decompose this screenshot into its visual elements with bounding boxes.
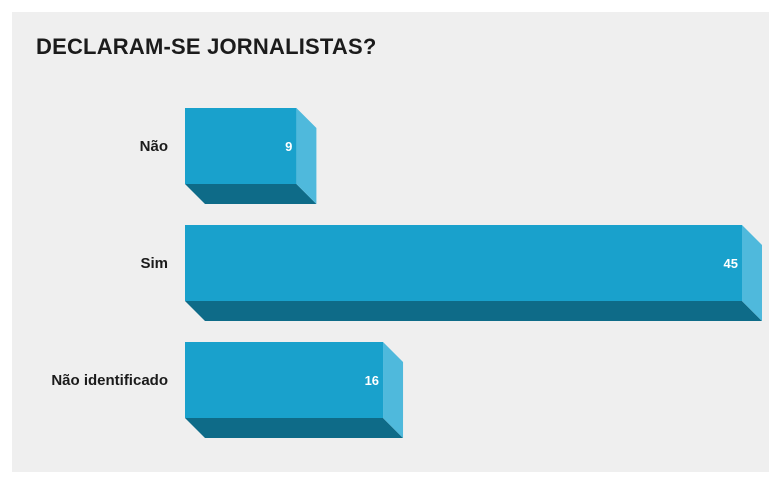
bar-side-face	[742, 225, 762, 321]
bar-side-face	[383, 342, 404, 438]
bar-bottom-face	[185, 301, 762, 321]
data-label: 9	[285, 139, 292, 154]
bar	[185, 225, 742, 301]
chart-title: DECLARAM-SE JORNALISTAS?	[36, 34, 377, 59]
data-label: 16	[365, 373, 379, 388]
bar-bottom-face	[185, 184, 317, 204]
category-label: Não	[140, 138, 168, 155]
bar-bottom-face	[185, 418, 404, 438]
bar	[185, 342, 384, 418]
bar-side-face	[296, 108, 317, 204]
category-label: Não identificado	[51, 372, 168, 389]
data-label: 45	[724, 256, 738, 271]
category-label: Sim	[140, 255, 168, 272]
bar	[185, 108, 297, 184]
